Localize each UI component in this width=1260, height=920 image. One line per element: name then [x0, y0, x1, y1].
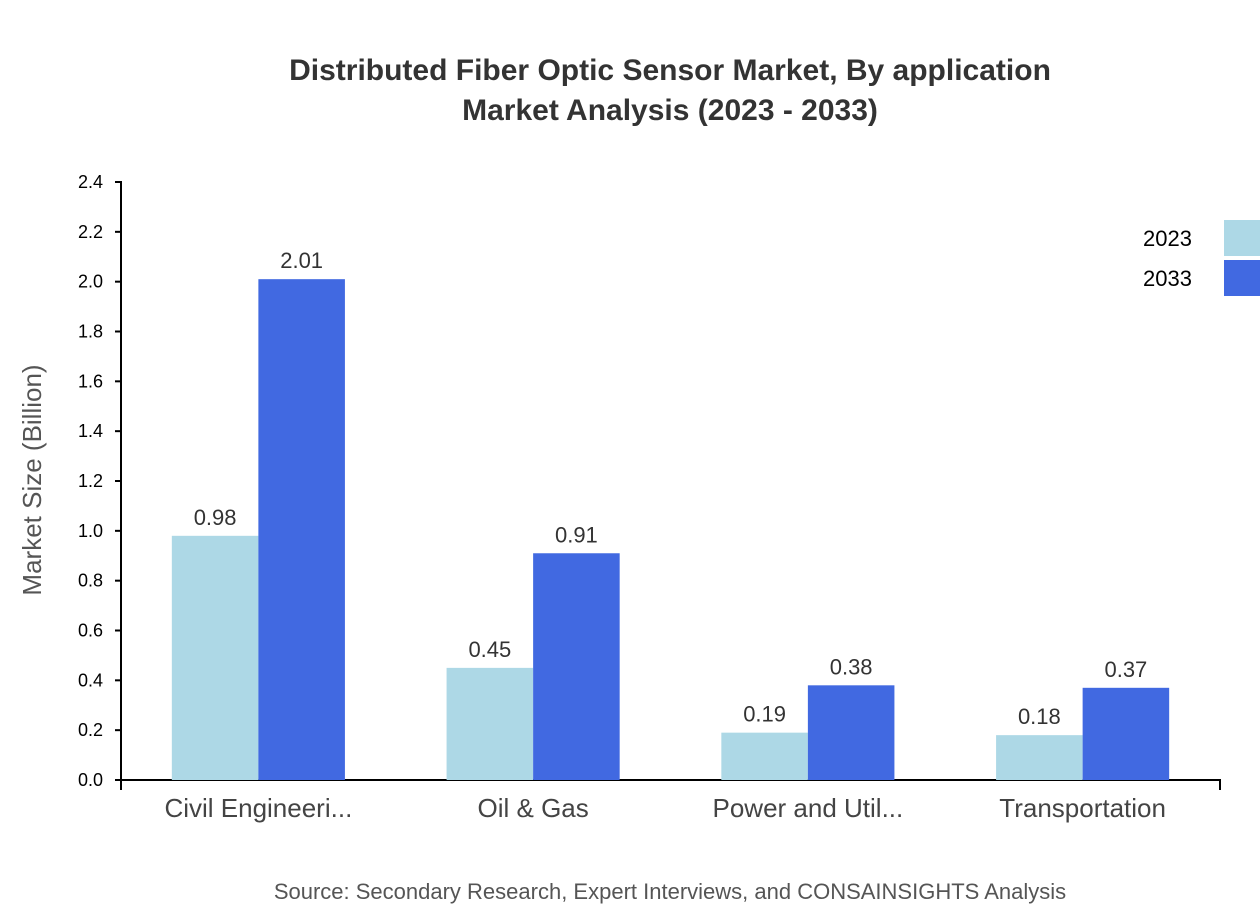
y-tick-label: 1.2 [78, 471, 103, 491]
legend-label: 2023 [1143, 226, 1192, 251]
y-tick-label: 1.8 [78, 322, 103, 342]
x-tick-label: Transportation [999, 793, 1166, 823]
x-axis-line [120, 779, 1221, 790]
y-tick-label: 0.2 [78, 720, 103, 740]
y-tick-label: 0.4 [78, 670, 103, 690]
y-tick-label: 2.0 [78, 272, 103, 292]
x-tick-label: Power and Util... [713, 793, 904, 823]
y-tick-label: 1.4 [78, 421, 103, 441]
y-tick-label: 2.2 [78, 222, 103, 242]
y-tick-label: 1.0 [78, 521, 103, 541]
chart-title: Distributed Fiber Optic Sensor Market, B… [289, 54, 1051, 87]
legend: 2023 2033 [1143, 220, 1260, 296]
y-tick-label: 1.6 [78, 371, 103, 391]
data-label: 0.19 [743, 702, 786, 727]
y-axis: 0.0 0.2 0.4 0.6 0.8 1.0 1.2 1.4 1.6 1.8 2.0 2.2 2.4 [78, 172, 122, 790]
legend-swatch [1224, 220, 1260, 256]
data-label: 2.01 [280, 248, 323, 273]
data-label: 0.38 [830, 654, 873, 679]
y-tick-label: 0.6 [78, 621, 103, 641]
legend-label: 2033 [1143, 266, 1192, 291]
bar-2023 [171, 535, 259, 780]
y-axis-label: Market Size (Billion) [17, 364, 47, 595]
bar-2033 [1082, 687, 1170, 780]
bar-2033 [258, 279, 345, 780]
bars: 0.98 2.01 0.45 0.91 0.19 0.38 0.18 0.37 [171, 248, 1170, 780]
data-label: 0.91 [555, 522, 598, 547]
bar-2023 [446, 667, 534, 780]
data-label: 0.98 [194, 505, 237, 530]
legend-swatch [1224, 260, 1260, 296]
y-tick-label: 2.4 [78, 172, 103, 192]
data-label: 0.37 [1104, 657, 1147, 682]
x-tick-label: Civil Engineeri... [164, 793, 352, 823]
x-axis: Civil Engineeri... Oil & Gas Power and Uti… [120, 779, 1221, 823]
data-label: 0.45 [468, 637, 511, 662]
data-label: 0.18 [1018, 704, 1061, 729]
source-note: Source: Secondary Research, Expert Inter… [274, 879, 1066, 904]
y-tick-label: 0.8 [78, 571, 103, 591]
chart-subtitle: Market Analysis (2023 - 2033) [462, 94, 878, 127]
x-tick-label: Oil & Gas [478, 793, 589, 823]
bar-2033 [807, 685, 895, 780]
bar-2023 [721, 732, 808, 780]
y-tick-label: 0.0 [78, 770, 103, 790]
bar-2033 [533, 553, 620, 780]
bar-2023 [996, 735, 1083, 780]
